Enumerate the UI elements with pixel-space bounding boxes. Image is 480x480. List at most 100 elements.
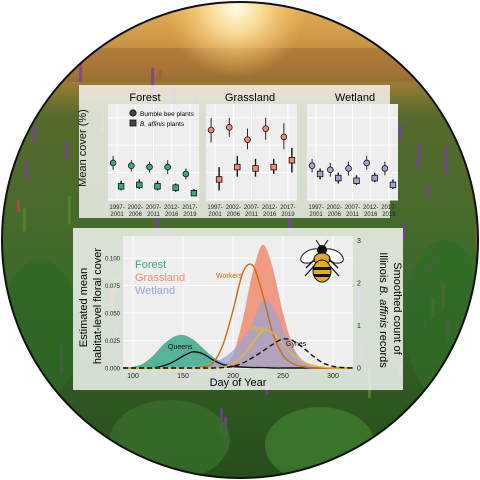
point-b-affinis-plants xyxy=(270,163,277,171)
x-tick-label: 250 xyxy=(277,373,289,380)
panel-wetland xyxy=(307,104,398,201)
period-tick-labels: 1997-20012002-20062007-20112012-20162017… xyxy=(109,205,396,218)
point-bumble-bee-plants xyxy=(308,162,316,170)
bottom-right-axis-label: Smoothed count of Illinois B. affinis re… xyxy=(377,252,403,368)
legend-wetland: Wetland xyxy=(135,285,175,297)
meadow-flower-spike xyxy=(402,222,406,240)
point-bumble-bee-plants xyxy=(182,170,190,178)
panel-grassland xyxy=(206,104,297,201)
point-b-affinis-plants xyxy=(353,177,360,184)
point-bumble-bee-plants xyxy=(146,163,153,171)
floral-cover-areas xyxy=(123,244,353,369)
meadow-flower-spike xyxy=(426,184,430,198)
y-tick-label-right: 0 xyxy=(357,366,361,373)
y-tick-label-right: 2 xyxy=(357,280,361,287)
legend-grassland: Grassland xyxy=(135,272,185,284)
legend-square-marker xyxy=(129,119,137,127)
point-bumble-bee-plants xyxy=(280,133,288,141)
period-tick-label: 2007-2011 xyxy=(244,205,259,218)
period-tick-label: 2017-2019 xyxy=(280,205,295,218)
point-b-affinis-plants xyxy=(190,189,198,197)
meadow-flower-spike xyxy=(398,124,402,140)
x-tick-label: 100 xyxy=(127,373,139,380)
x-tick-label: 200 xyxy=(227,373,239,380)
meadow-flower-spike xyxy=(158,69,162,80)
label-males: Males xyxy=(250,326,269,333)
period-tick-label: 2012-2016 xyxy=(363,205,378,218)
point-bumble-bee-plants xyxy=(262,125,269,132)
period-tick-label: 2007-2011 xyxy=(146,205,161,218)
y-tick-label-left: 0.100 xyxy=(105,257,121,263)
point-bumble-bee-plants xyxy=(109,159,117,167)
series-wetland-area xyxy=(123,299,353,369)
period-tick-label: 2012-2016 xyxy=(262,205,277,218)
legend-bumble-bee-plants: Bumble bee plants xyxy=(140,111,195,118)
period-tick-label: 1997-2001 xyxy=(109,205,124,218)
series-males-line xyxy=(123,329,353,369)
point-b-affinis-plants xyxy=(234,163,241,171)
panel-title-grassland: Grassland xyxy=(225,92,275,104)
top-legend: Bumble bee plants B. affinis plants xyxy=(129,109,195,128)
y-tick-label-right: 1 xyxy=(357,323,361,330)
point-b-affinis-plants xyxy=(371,174,378,182)
point-bumble-bee-plants xyxy=(225,124,233,131)
caste-lines xyxy=(123,263,354,369)
label-queens: Queens xyxy=(168,344,193,351)
panel-title-forest: Forest xyxy=(129,92,160,104)
point-b-affinis-plants xyxy=(172,184,179,191)
series-forest-area xyxy=(123,334,353,369)
top-y-axis-label: Mean cover (%) xyxy=(77,109,89,187)
y-tick-label-left: 0.025 xyxy=(105,339,121,345)
point-bumble-bee-plants xyxy=(244,136,251,143)
meadow-flower-spike xyxy=(67,196,71,225)
panel-forest xyxy=(108,104,199,201)
label-gynes: Gynes xyxy=(286,341,307,348)
period-tick-label: 2017-2019 xyxy=(182,205,197,218)
meadow-flower-spike xyxy=(65,140,69,159)
period-tick-label: 2002-2006 xyxy=(128,205,143,218)
point-b-affinis-plants xyxy=(252,165,259,172)
meadow-flower-spike xyxy=(444,145,448,174)
y-tick-label-right: 3 xyxy=(357,238,361,245)
series-gynes-line xyxy=(123,338,354,369)
period-tick-label: 2012-2016 xyxy=(164,205,179,218)
point-bumble-bee-plants xyxy=(127,162,135,170)
meadow-flower-spike xyxy=(32,127,36,142)
period-tick-label: 1997-2001 xyxy=(207,205,222,218)
point-b-affinis-plants xyxy=(288,157,296,164)
x-tick-label: 150 xyxy=(177,373,189,380)
meadow-flower-spike xyxy=(22,208,26,232)
period-tick-label: 2007-2011 xyxy=(345,205,360,218)
point-b-affinis-plants xyxy=(117,183,125,190)
meadow-flower-spike xyxy=(288,218,292,235)
period-tick-label: 1997-2001 xyxy=(308,205,323,218)
meadow-flower-spike xyxy=(417,142,421,169)
point-b-affinis-plants xyxy=(389,181,397,189)
phenology-tick-labels: 100 150 200 250 300 0.000 0.025 0.050 0.075 0.100… xyxy=(105,238,361,380)
meadow-flower-spike xyxy=(79,60,82,82)
meadow-flower-spike xyxy=(475,224,478,252)
panel-title-wetland: Wetland xyxy=(335,92,375,104)
point-b-affinis-plants xyxy=(136,181,143,189)
period-tick-label: 2017-2019 xyxy=(381,205,396,218)
point-b-affinis-plants xyxy=(316,170,324,178)
y-tick-label-left: 0.075 xyxy=(105,284,121,290)
bottom-y-axis-label: Estimated mean habitat-level floral cove… xyxy=(78,248,104,365)
meadow-flower-spike xyxy=(16,200,20,212)
y-tick-label-left: 0.000 xyxy=(105,367,121,373)
point-bumble-bee-plants xyxy=(381,165,389,172)
legend-forest: Forest xyxy=(135,259,166,271)
period-tick-label: 2002-2006 xyxy=(226,205,241,218)
label-workers: Workers xyxy=(216,273,242,280)
point-bumble-bee-plants xyxy=(326,166,334,174)
meadow-flower-spike xyxy=(25,160,28,180)
x-tick-label: 300 xyxy=(327,373,339,380)
point-b-affinis-plants xyxy=(154,183,161,190)
point-bumble-bee-plants xyxy=(207,126,215,134)
bumble-bee-icon xyxy=(300,239,344,283)
legend-b-affinis-plants: B. affinis plants xyxy=(140,121,185,128)
point-b-affinis-plants xyxy=(335,174,342,182)
point-b-affinis-plants xyxy=(215,176,223,183)
point-bumble-bee-plants xyxy=(345,165,352,172)
